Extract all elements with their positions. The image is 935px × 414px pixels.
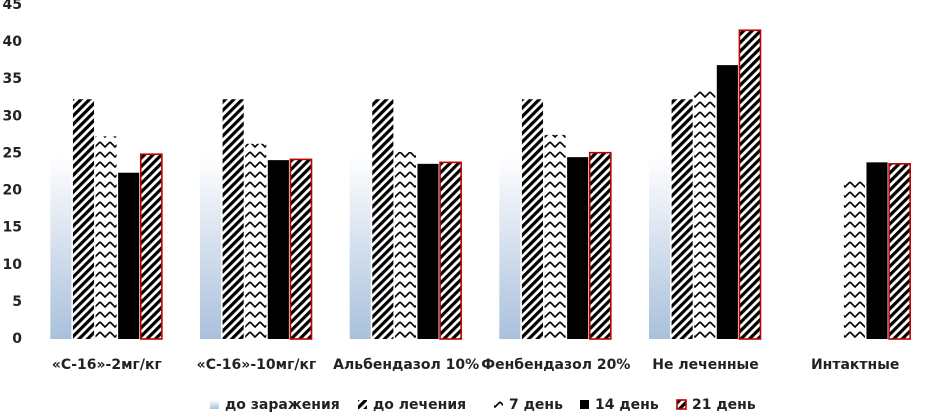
- bar: [671, 99, 693, 339]
- bar: [649, 155, 671, 339]
- y-tick-label: 10: [3, 257, 23, 273]
- y-tick-label: 40: [3, 34, 23, 50]
- bar: [118, 172, 140, 339]
- bar: [588, 151, 612, 340]
- bar: [267, 160, 289, 339]
- bar: [567, 157, 589, 339]
- bar: [521, 99, 544, 339]
- x-tick-label: Альбендазол 10%: [333, 357, 479, 373]
- legend-label: до заражения: [225, 397, 340, 413]
- x-tick-label: «С-16»-2мг/кг: [52, 357, 162, 373]
- bar: [694, 88, 716, 339]
- x-tick-label: «С-16»-10мг/кг: [197, 357, 317, 373]
- bar: [394, 151, 416, 339]
- bar: [95, 136, 117, 339]
- bar: [866, 162, 888, 339]
- bar: [245, 143, 267, 339]
- legend-swatch: [676, 399, 687, 410]
- bar: [417, 163, 439, 339]
- y-tick-label: 15: [3, 220, 22, 236]
- x-tick-label: Не леченные: [652, 357, 758, 373]
- y-tick-label: 5: [12, 294, 22, 310]
- legend-swatch: [580, 400, 589, 409]
- y-tick-label: 25: [3, 145, 22, 161]
- y-tick-label: 0: [12, 331, 22, 347]
- bar: [738, 29, 762, 340]
- y-tick-label: 45: [3, 0, 22, 13]
- legend-label: 7 день: [509, 397, 563, 413]
- legend-swatch: [494, 400, 503, 409]
- bar: [439, 161, 462, 340]
- x-tick-label: Фенбендазол 20%: [481, 357, 630, 373]
- x-tick-label: Интактные: [811, 357, 899, 373]
- y-tick-label: 20: [3, 183, 23, 199]
- bar: [289, 158, 313, 340]
- legend-swatch: [210, 400, 219, 409]
- bar: [888, 163, 911, 340]
- y-tick-label: 35: [3, 71, 22, 87]
- bar: [139, 153, 163, 340]
- bar: [544, 134, 566, 339]
- bar: [222, 99, 244, 339]
- y-tick-label: 30: [3, 108, 23, 124]
- bar: [200, 155, 222, 339]
- bar: [372, 99, 394, 339]
- bar: [349, 155, 371, 339]
- legend-swatch: [358, 400, 367, 409]
- bar: [843, 180, 865, 339]
- legend-label: 21 день: [692, 397, 756, 413]
- legend-label: 14 день: [595, 397, 659, 413]
- bar: [716, 65, 738, 340]
- legend-label: до лечения: [373, 397, 466, 413]
- bar: [50, 155, 72, 339]
- bar: [499, 155, 521, 339]
- bar: [72, 99, 95, 339]
